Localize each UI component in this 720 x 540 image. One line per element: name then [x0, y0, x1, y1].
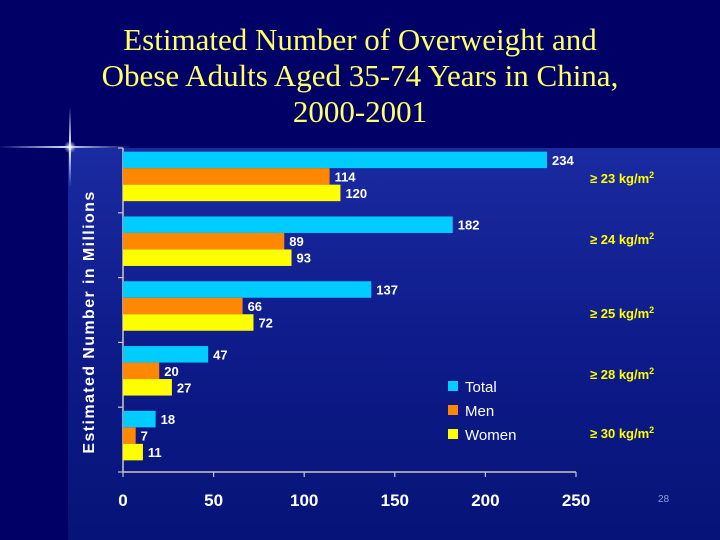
bar-men	[123, 427, 136, 444]
x-tick-label: 0	[118, 491, 127, 510]
category-label: ≥ 25 kg/m2	[590, 305, 654, 321]
bar-total	[123, 281, 372, 298]
x-tick-label: 50	[204, 491, 223, 510]
legend-swatch-men	[448, 405, 458, 415]
data-label: 20	[164, 364, 178, 379]
chart-panel-background	[68, 148, 720, 540]
bar-women	[123, 249, 292, 266]
data-label: 7	[141, 429, 148, 444]
x-tick-label: 100	[290, 491, 318, 510]
x-tick-label: 200	[471, 491, 499, 510]
data-label: 234	[552, 153, 574, 168]
bar-men	[123, 232, 285, 250]
category-label: ≥ 28 kg/m2	[590, 366, 654, 382]
data-label: 120	[345, 186, 367, 201]
bar-total	[123, 216, 453, 233]
bar-women	[123, 443, 143, 461]
category-label: ≥ 30 kg/m2	[590, 425, 654, 441]
bar-men	[123, 362, 160, 380]
bar-total	[123, 346, 209, 363]
bar-men	[123, 168, 330, 185]
data-label: 27	[177, 380, 191, 395]
x-tick-label: 150	[381, 491, 409, 510]
data-label: 66	[248, 299, 262, 314]
data-label: 11	[148, 445, 162, 460]
bar-men	[123, 297, 243, 315]
page-number: 28	[658, 494, 670, 505]
data-label: 18	[161, 412, 175, 427]
bar-total	[123, 410, 156, 428]
data-label: 114	[335, 169, 357, 184]
y-axis-title: Estimated Number in Millions	[81, 190, 98, 453]
bar-women	[123, 314, 254, 331]
data-label: 137	[376, 283, 398, 298]
sparkle-center	[64, 141, 76, 153]
legend-label: Women	[465, 427, 516, 444]
category-label: ≥ 23 kg/m2	[590, 170, 654, 186]
data-label: 72	[258, 316, 272, 331]
category-label: ≥ 24 kg/m2	[590, 231, 654, 247]
x-tick-label: 250	[562, 491, 590, 510]
data-label: 47	[213, 347, 227, 362]
bar-women	[123, 184, 341, 202]
legend-swatch-women	[448, 429, 458, 439]
slide-title: Estimated Number of Overweight and Obese…	[101, 22, 619, 129]
data-label: 93	[297, 251, 311, 266]
legend-label: Total	[465, 379, 497, 396]
data-label: 182	[458, 218, 480, 233]
bar-total	[123, 151, 548, 169]
bar-women	[123, 379, 172, 396]
data-label: 89	[289, 234, 303, 249]
legend-label: Men	[465, 403, 494, 420]
legend-swatch-total	[448, 381, 458, 391]
